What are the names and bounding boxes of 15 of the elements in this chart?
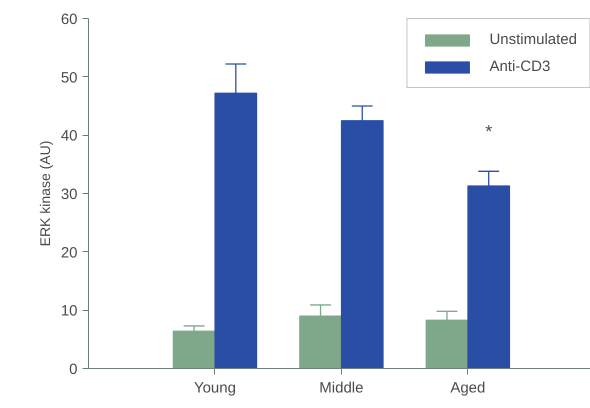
y-tick-label: 40: [60, 128, 78, 145]
y-tick-label: 30: [60, 186, 78, 203]
x-tick-label: Middle: [319, 380, 364, 396]
x-tick-label: Young: [194, 380, 236, 396]
bar: [172, 330, 216, 368]
annotation: *: [485, 121, 492, 142]
y-tick-label: 0: [69, 361, 78, 378]
y-axis-title: ERK kinase (AU): [36, 140, 53, 246]
y-tick-label: 10: [60, 302, 78, 320]
x-tick-label: Aged: [450, 380, 486, 396]
y-tick-label: 20: [60, 244, 78, 262]
legend-label: Anti-CD3: [489, 58, 550, 75]
y-tick-label: 50: [60, 69, 78, 86]
y-tick-label: 60: [60, 11, 78, 28]
legend-label: Unstimulated: [489, 31, 577, 48]
